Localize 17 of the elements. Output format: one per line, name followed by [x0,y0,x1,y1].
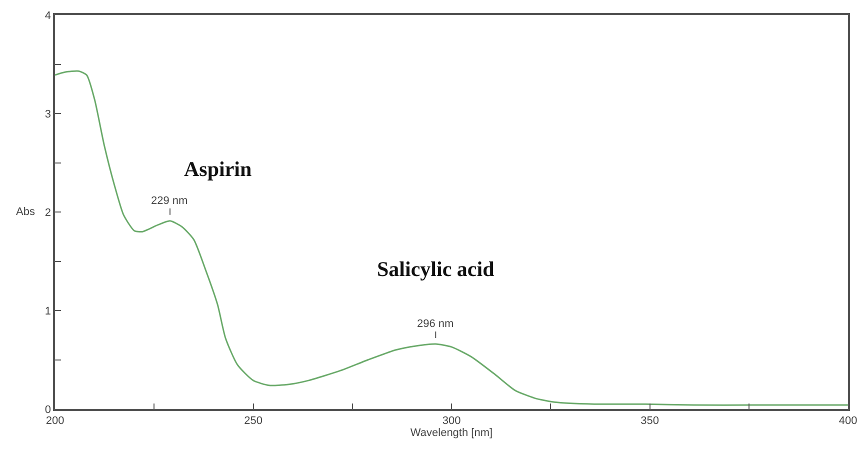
y-tick-label: 2 [44,206,52,219]
y-tick-label: 1 [44,305,52,318]
y-axis-title: Abs [16,206,36,218]
x-tick-label: 400 [838,414,858,427]
x-axis-title: Wavelength [nm] [410,426,493,439]
x-tick-label: 200 [46,414,64,427]
annotation: Aspirin [184,157,252,181]
annotation: 296 nm [417,318,454,330]
line-series [55,70,848,406]
y-tick-label: 0 [44,404,52,416]
x-tick-label: 250 [244,414,262,427]
annotation: Salicylic acid [377,257,495,281]
y-tick-label: 3 [44,108,52,120]
y-tick-label: 4 [44,10,52,22]
x-tick-label: 350 [640,414,659,427]
annotation: 229 nm [151,195,188,207]
x-tick-label: 300 [442,414,461,427]
